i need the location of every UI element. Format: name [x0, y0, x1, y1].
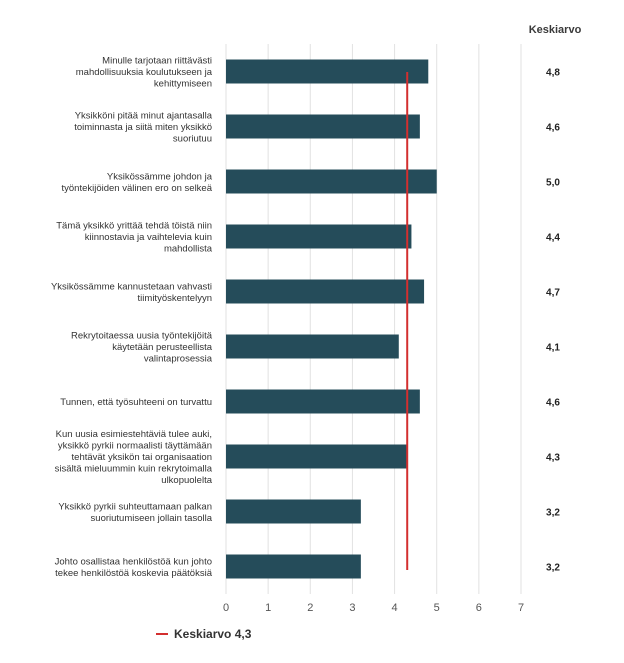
x-tick-label: 3	[349, 602, 355, 614]
category-label: Yksikkö pyrkii suhteuttamaan palkan suori…	[58, 501, 212, 524]
category-label: Yksikössämme johdon ja työntekijöiden väl…	[61, 171, 212, 194]
value-labels: 4,8 4,6 5,0 4,4 4,7 4,1 4,6 4,3 3,2 3,2	[546, 68, 560, 574]
category-label: Yksikköni pitää minut ajantasalla toiminn…	[74, 111, 213, 145]
value-label: 4,7	[546, 288, 560, 299]
value-label: 4,3	[546, 453, 560, 464]
bar	[226, 444, 408, 469]
value-label: 3,2	[546, 508, 560, 519]
x-tick-label: 7	[518, 602, 524, 614]
category-label: Kun uusia esimiestehtäviä tulee auki, yks…	[55, 429, 213, 486]
x-tick-label: 6	[476, 602, 482, 614]
category-label: Yksikössämme kannustetaan vahvasti tiimit…	[51, 281, 212, 304]
bar	[226, 334, 399, 359]
legend-label: Keskiarvo 4,3	[174, 627, 252, 641]
value-label: 4,6	[546, 398, 560, 409]
category-label: Rekrytoitaessa uusia työntekijöitä käytet…	[71, 331, 213, 365]
category-labels: Minulle tarjotaan riittävästi mahdollisuu…	[51, 56, 213, 579]
legend-line-swatch	[156, 633, 168, 635]
value-label: 3,2	[546, 563, 560, 574]
x-tick-label: 4	[392, 602, 398, 614]
category-label: Tämä yksikkö yrittää tehdä töistä niin ki…	[56, 221, 212, 255]
bar	[226, 554, 361, 579]
value-label: 4,4	[546, 233, 560, 244]
bar	[226, 389, 420, 414]
bar	[226, 279, 425, 304]
bar	[226, 114, 420, 139]
x-tick-label: 1	[265, 602, 271, 614]
bar	[226, 224, 412, 249]
value-label: 4,8	[546, 68, 560, 79]
bars	[226, 59, 437, 579]
x-tick-label: 0	[223, 602, 229, 614]
bar	[226, 169, 437, 194]
value-label: 4,1	[546, 343, 560, 354]
category-label: Johto osallistaa henkilöstöä kun johto te…	[55, 556, 213, 579]
category-label: Tunnen, että työsuhteeni on turvattu	[60, 397, 212, 408]
category-label: Minulle tarjotaan riittävästi mahdollisuu…	[76, 56, 213, 90]
x-tick-labels: 0 1 2 3 4 5 6 7	[223, 602, 524, 614]
legend: Keskiarvo 4,3	[156, 627, 251, 641]
bar	[226, 59, 429, 84]
x-tick-label: 5	[434, 602, 440, 614]
x-tick-label: 2	[307, 602, 313, 614]
value-label: 4,6	[546, 123, 560, 134]
value-label: 5,0	[546, 178, 560, 189]
bar	[226, 499, 361, 524]
value-column-header: Keskiarvo	[528, 24, 582, 36]
